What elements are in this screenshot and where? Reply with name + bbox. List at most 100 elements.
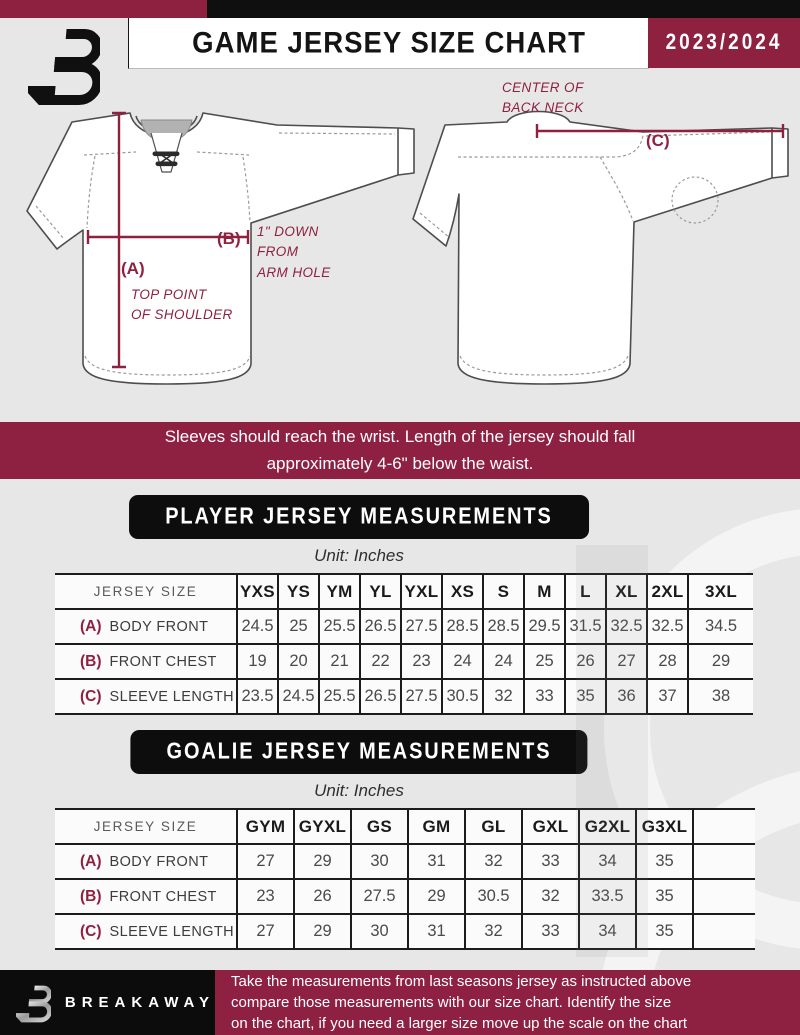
measurement-cell: 32.5: [605, 609, 647, 644]
measurement-cell: 27: [605, 644, 647, 679]
measurement-cell: 23: [236, 879, 294, 914]
size-col-header: G3XL: [635, 809, 693, 844]
measurement-letter: (C): [80, 922, 102, 940]
measurement-cell: 26: [293, 879, 351, 914]
size-col-header: YXS: [236, 574, 278, 609]
blank-cell: [692, 844, 755, 879]
measurement-name: SLEEVE LENGTH: [109, 923, 234, 940]
measurement-cell: 32: [464, 844, 522, 879]
size-col-header: GYM: [236, 809, 294, 844]
measurement-cell: 25: [277, 609, 319, 644]
measure-b-tag: (B): [217, 229, 241, 248]
size-col-header: YS: [277, 574, 319, 609]
measurement-name: BODY FRONT: [109, 618, 209, 635]
table-corner-label: JERSEY SIZE: [93, 819, 198, 834]
measurement-cell: 24: [482, 644, 524, 679]
blank-col-header: [692, 809, 755, 844]
size-col-header: GM: [407, 809, 465, 844]
footer-brand-area: BREAKAWAY: [0, 970, 215, 1035]
measurement-cell: 31.5: [564, 609, 606, 644]
size-col-header: M: [523, 574, 565, 609]
measurement-row: (C) SLEEVE LENGTH 27 29 30 31 32 33 34 35: [55, 914, 755, 949]
measurement-cell: 29: [293, 914, 351, 949]
measurement-row: (A) BODY FRONT 24.5 25 25.5 26.5 27.5 28.5 28.5 2…: [55, 609, 753, 644]
measurement-cell: 36: [605, 679, 647, 714]
measurement-cell: 26.5: [359, 609, 401, 644]
measurement-cell: 28.5: [482, 609, 524, 644]
size-col-header: 3XL: [687, 574, 753, 609]
measurement-lines: [86, 111, 785, 369]
measurement-row: (C) SLEEVE LENGTH 23.5 24.5 25.5 26.5 27.5 30.5…: [55, 679, 753, 714]
measurement-cell: 30.5: [464, 879, 522, 914]
measurement-row-label: (B) FRONT CHEST: [55, 879, 237, 914]
measurement-cell: 27: [236, 914, 294, 949]
size-header-row: JERSEY SIZE YXS YS YM YL YXL XS S M L XL 2XL 3XL: [55, 574, 753, 609]
measurement-cell: 24.5: [236, 609, 278, 644]
measurement-cell: 29.5: [523, 609, 565, 644]
measurement-name: SLEEVE LENGTH: [109, 688, 234, 705]
measurement-cell: 30.5: [441, 679, 483, 714]
measurement-cell: 24: [441, 644, 483, 679]
measurement-cell: 25.5: [318, 679, 360, 714]
measurement-letter: (A): [80, 852, 102, 870]
measurement-name: BODY FRONT: [109, 853, 209, 870]
measurement-cell: 29: [407, 879, 465, 914]
measurement-cell: 26: [564, 644, 606, 679]
measurement-cell: 38: [687, 679, 753, 714]
measurement-letter: (B): [80, 652, 102, 670]
measurement-cell: 19: [236, 644, 278, 679]
measurement-cell: 32: [482, 679, 524, 714]
measure-b-desc: 1" DOWN FROM ARM HOLE: [257, 224, 331, 280]
measurement-cell: 24.5: [277, 679, 319, 714]
measurement-row-label: (C) SLEEVE LENGTH: [55, 914, 237, 949]
size-col-header: XL: [605, 574, 647, 609]
measurement-row-label: (C) SLEEVE LENGTH: [55, 679, 237, 714]
measurement-cell: 30: [350, 844, 408, 879]
measurement-cell: 27: [236, 844, 294, 879]
blank-cell: [692, 914, 755, 949]
season-label: 2023/2024: [665, 30, 783, 55]
measurement-cell: 25: [523, 644, 565, 679]
measure-c-tag: (C): [646, 131, 670, 150]
measurement-row-label: (B) FRONT CHEST: [55, 644, 237, 679]
size-col-header: GXL: [521, 809, 579, 844]
measurement-cell: 29: [293, 844, 351, 879]
player-unit-label: Unit: Inches: [314, 546, 404, 565]
player-size-table: JERSEY SIZE YXS YS YM YL YXL XS S M L XL 2XL 3XL (A) B…: [55, 573, 753, 715]
top-maroon-stripe: [0, 0, 207, 18]
top-black-stripe: [207, 0, 800, 18]
measurement-row: (A) BODY FRONT 27 29 30 31 32 33 34 35: [55, 844, 755, 879]
measurement-letter: (A): [80, 617, 102, 635]
measurement-cell: 27.5: [350, 879, 408, 914]
measurement-cell: 28: [646, 644, 688, 679]
size-col-header: YXL: [400, 574, 442, 609]
size-col-header: S: [482, 574, 524, 609]
page-title: GAME JERSEY SIZE CHART: [192, 26, 586, 59]
measurement-row-label: (A) BODY FRONT: [55, 609, 237, 644]
front-jersey-seams: [35, 132, 396, 376]
measure-a-tag: (A): [121, 259, 145, 278]
measurement-cell: 21: [318, 644, 360, 679]
fit-note-text: Sleeves should reach the wrist. Length o…: [164, 427, 636, 473]
measurement-cell: 32: [464, 914, 522, 949]
measurement-cell: 32.5: [646, 609, 688, 644]
size-col-header: YM: [318, 574, 360, 609]
measurement-cell: 34.5: [687, 609, 753, 644]
measurement-cell: 25.5: [318, 609, 360, 644]
measurement-cell: 23.5: [236, 679, 278, 714]
measurement-cell: 27.5: [400, 609, 442, 644]
measurement-cell: 34: [578, 844, 636, 879]
measurement-row: (B) FRONT CHEST 23 26 27.5 29 30.5 32 33.5 35: [55, 879, 755, 914]
measurement-letter: (B): [80, 887, 102, 905]
measurement-letter: (C): [80, 687, 102, 705]
table-corner-label: JERSEY SIZE: [93, 584, 198, 599]
season-badge: 2023/2024: [648, 18, 800, 68]
jersey-diagrams: [26, 110, 789, 385]
size-col-header: L: [564, 574, 606, 609]
breakaway-logo-small-icon: [16, 985, 51, 1022]
size-col-header: G2XL: [578, 809, 636, 844]
measurement-cell: 31: [407, 844, 465, 879]
measurement-cell: 33: [521, 914, 579, 949]
front-jersey-laces: [152, 151, 180, 167]
